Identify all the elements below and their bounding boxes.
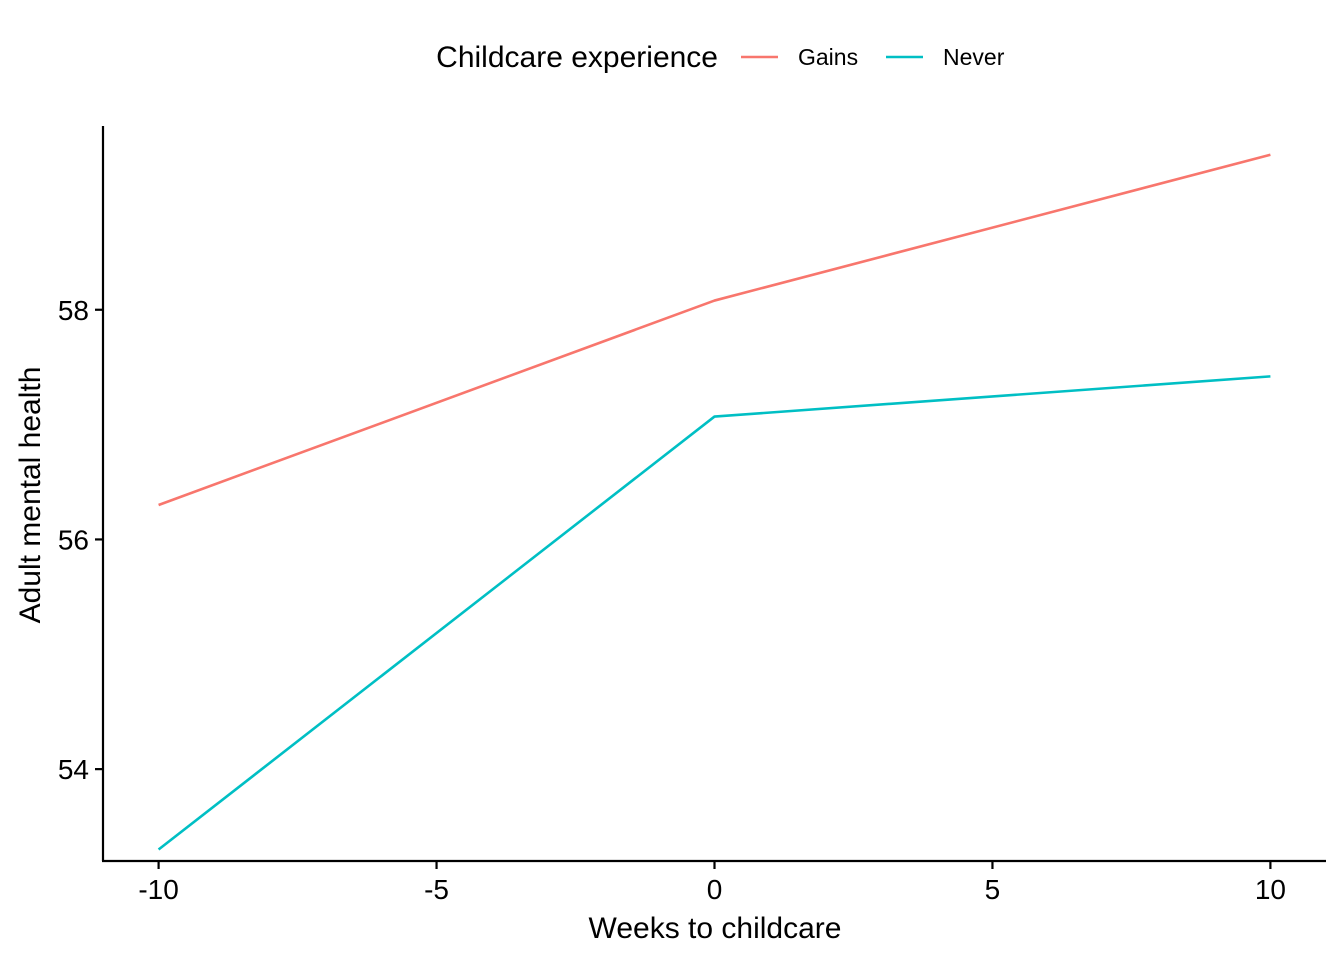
x-tick-label: -5 <box>424 874 449 905</box>
legend-items: Gains Never <box>741 44 1005 70</box>
legend-label-gains: Gains <box>798 44 858 70</box>
x-tick-label: -10 <box>138 874 178 905</box>
x-ticks: -10 -5 0 5 10 <box>138 861 1286 905</box>
y-tick-label: 54 <box>58 754 89 785</box>
legend-label-never: Never <box>943 44 1005 70</box>
axes: -10 -5 0 5 10 54 56 58 <box>58 126 1326 905</box>
series-line-never <box>157 375 1271 851</box>
x-tick-label: 5 <box>985 874 1001 905</box>
y-tick-label: 58 <box>58 295 89 326</box>
legend: Childcare experience Gains Never <box>436 41 1005 74</box>
series-layer <box>157 153 1271 851</box>
legend-title: Childcare experience <box>436 41 718 74</box>
x-tick-label: 0 <box>707 874 723 905</box>
y-ticks: 54 56 58 <box>58 295 103 785</box>
y-tick-label: 56 <box>58 524 89 555</box>
series-line-gains <box>158 153 1271 507</box>
y-axis-title: Adult mental health <box>14 367 47 624</box>
x-tick-label: 10 <box>1255 874 1286 905</box>
x-axis-title: Weeks to childcare <box>589 912 842 945</box>
